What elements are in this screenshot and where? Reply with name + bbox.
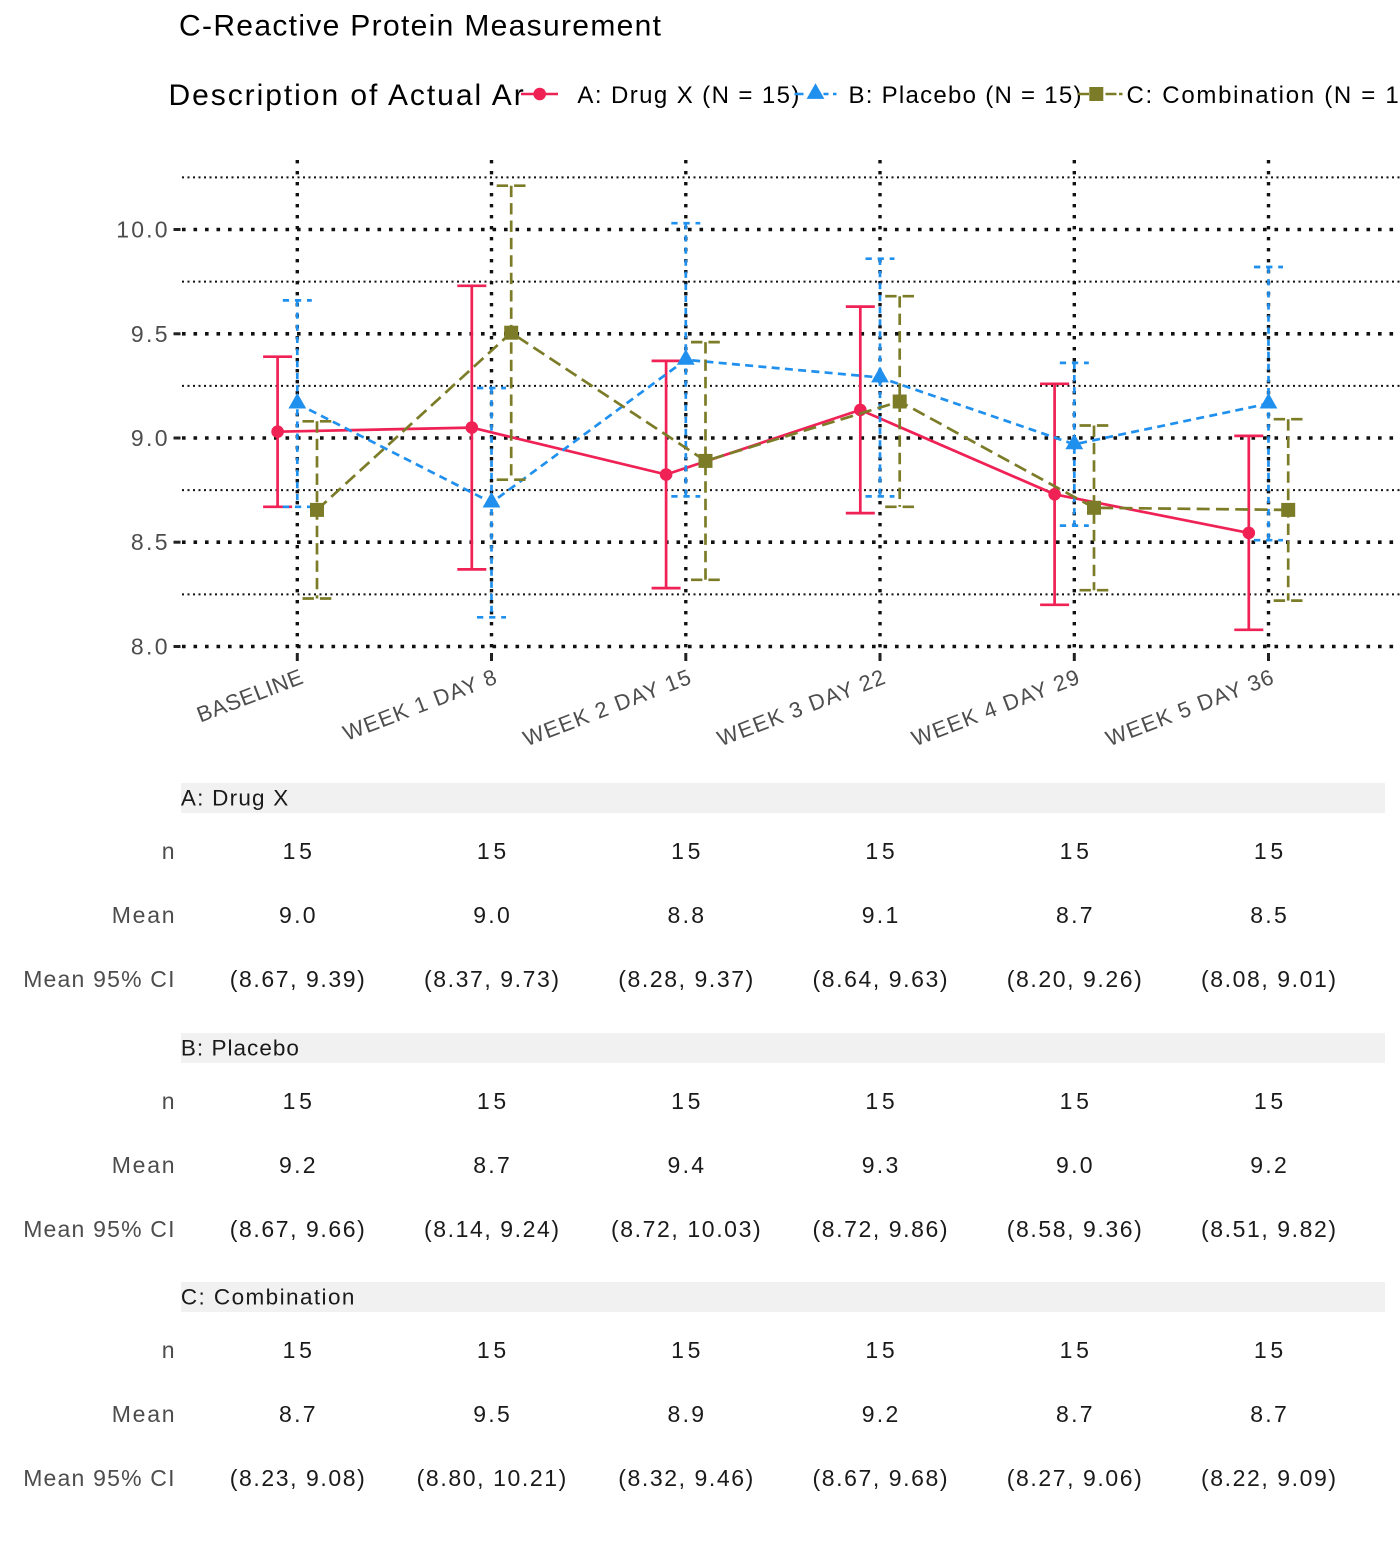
svg-text:C: Combination: C: Combination xyxy=(181,1284,355,1309)
svg-text:9.3: 9.3 xyxy=(862,1152,899,1178)
svg-text:(8.32, 9.46): (8.32, 9.46) xyxy=(618,1465,753,1491)
svg-text:B: Placebo: B: Placebo xyxy=(181,1035,299,1060)
svg-text:Mean: Mean xyxy=(112,902,175,928)
svg-text:(8.51, 9.82): (8.51, 9.82) xyxy=(1201,1216,1336,1242)
svg-text:Mean: Mean xyxy=(112,1152,175,1178)
svg-text:8.7: 8.7 xyxy=(279,1401,316,1427)
svg-text:(8.72, 9.86): (8.72, 9.86) xyxy=(813,1216,948,1242)
svg-text:(8.37, 9.73): (8.37, 9.73) xyxy=(424,966,559,992)
svg-text:B: Placebo (N = 15): B: Placebo (N = 15) xyxy=(849,82,1082,109)
svg-text:9.1: 9.1 xyxy=(862,902,899,928)
svg-text:A: Drug X (N = 15): A: Drug X (N = 15) xyxy=(577,82,799,109)
svg-text:8.5: 8.5 xyxy=(1250,902,1287,928)
svg-text:(8.14, 9.24): (8.14, 9.24) xyxy=(424,1216,559,1242)
svg-text:9.5: 9.5 xyxy=(131,321,168,347)
svg-text:8.7: 8.7 xyxy=(473,1152,510,1178)
svg-text:9.5: 9.5 xyxy=(473,1401,510,1427)
svg-text:(8.20, 9.26): (8.20, 9.26) xyxy=(1007,966,1142,992)
svg-text:9.0: 9.0 xyxy=(279,902,316,928)
svg-text:Mean: Mean xyxy=(112,1401,175,1427)
svg-text:Mean 95% CI: Mean 95% CI xyxy=(23,1465,174,1491)
svg-text:C: Combination (N = 15): C: Combination (N = 15) xyxy=(1127,82,1400,109)
svg-text:9.2: 9.2 xyxy=(862,1401,899,1427)
svg-text:9.4: 9.4 xyxy=(668,1152,705,1178)
svg-text:(8.23, 9.08): (8.23, 9.08) xyxy=(230,1465,365,1491)
svg-text:(8.67, 9.66): (8.67, 9.66) xyxy=(230,1216,365,1242)
svg-text:Description of Actual Ar: Description of Actual Ar xyxy=(169,79,524,112)
svg-text:8.9: 8.9 xyxy=(668,1401,705,1427)
svg-text:n: n xyxy=(162,1337,175,1363)
svg-text:(8.67, 9.39): (8.67, 9.39) xyxy=(230,966,365,992)
svg-text:9.2: 9.2 xyxy=(279,1152,316,1178)
svg-text:8.0: 8.0 xyxy=(131,634,168,660)
svg-text:8.5: 8.5 xyxy=(131,529,168,555)
svg-text:n: n xyxy=(162,838,175,864)
svg-text:(8.67, 9.68): (8.67, 9.68) xyxy=(813,1465,948,1491)
svg-text:9.0: 9.0 xyxy=(473,902,510,928)
svg-text:(8.64, 9.63): (8.64, 9.63) xyxy=(813,966,948,992)
svg-text:8.8: 8.8 xyxy=(668,902,705,928)
svg-text:Mean 95% CI: Mean 95% CI xyxy=(23,1216,174,1242)
svg-text:(8.08, 9.01): (8.08, 9.01) xyxy=(1201,966,1336,992)
svg-text:(8.28, 9.37): (8.28, 9.37) xyxy=(618,966,753,992)
svg-text:9.2: 9.2 xyxy=(1250,1152,1287,1178)
svg-text:(8.27, 9.06): (8.27, 9.06) xyxy=(1007,1465,1142,1491)
svg-text:9.0: 9.0 xyxy=(1056,1152,1093,1178)
svg-text:8.7: 8.7 xyxy=(1056,902,1093,928)
svg-text:Mean 95% CI: Mean 95% CI xyxy=(23,966,174,992)
svg-text:n: n xyxy=(162,1088,175,1114)
svg-text:10.0: 10.0 xyxy=(116,217,167,243)
svg-text:9.0: 9.0 xyxy=(131,425,168,451)
svg-text:(8.58, 9.36): (8.58, 9.36) xyxy=(1007,1216,1142,1242)
svg-text:8.7: 8.7 xyxy=(1250,1401,1287,1427)
svg-text:(8.22, 9.09): (8.22, 9.09) xyxy=(1201,1465,1336,1491)
svg-text:8.7: 8.7 xyxy=(1056,1401,1093,1427)
